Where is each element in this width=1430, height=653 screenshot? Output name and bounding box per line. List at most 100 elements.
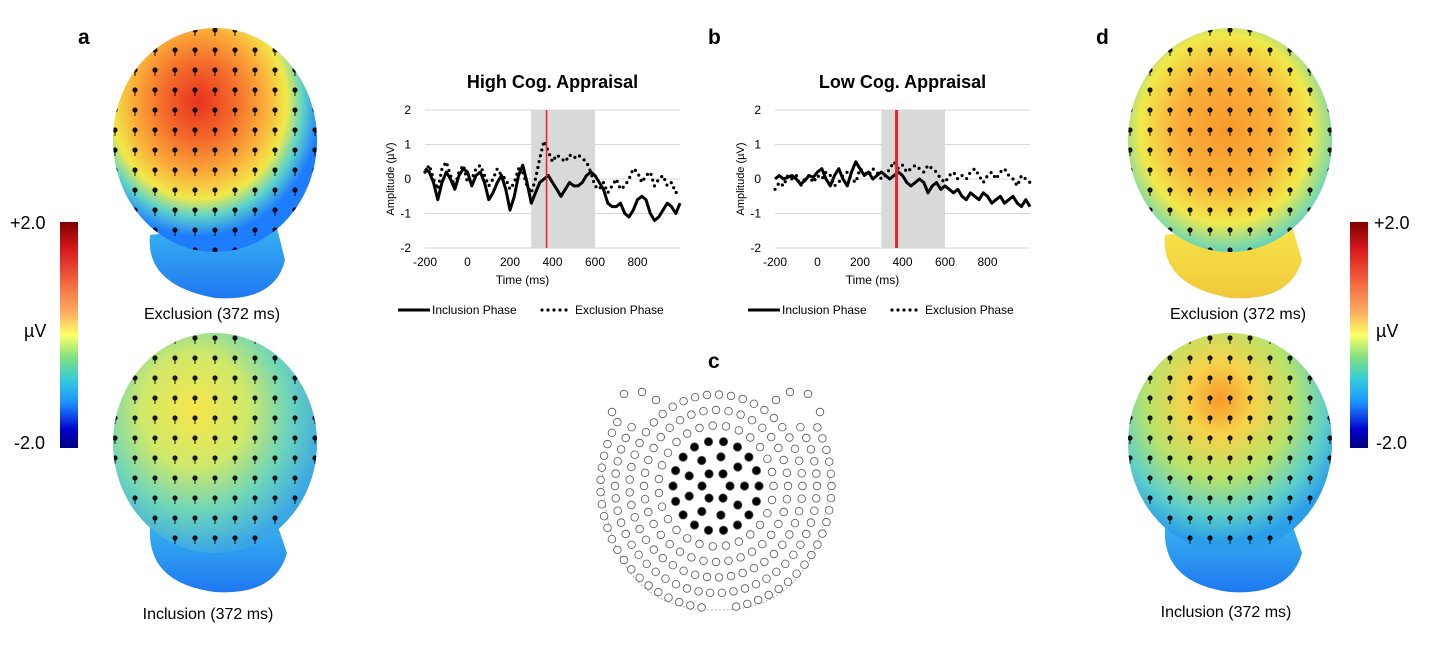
electrode [812, 469, 821, 478]
electrode [637, 387, 647, 397]
electrode [627, 565, 636, 574]
legend-label-inclusion: Inclusion Phase [782, 303, 867, 317]
electrode [783, 481, 793, 491]
electrode [790, 518, 800, 528]
electrode-selected [684, 471, 694, 481]
electrode [634, 550, 643, 559]
electrode [782, 494, 792, 504]
electrode-selected [704, 493, 714, 503]
electrode [813, 423, 822, 432]
x-tick-label: 200 [850, 255, 870, 269]
electrode-selected [703, 525, 714, 535]
electrode [714, 390, 724, 399]
electrode [699, 556, 708, 565]
electrode [665, 423, 674, 432]
electrode [658, 409, 667, 419]
electrode [683, 534, 692, 543]
electrode [774, 443, 783, 453]
electrode-selected [678, 452, 688, 462]
y-tick-label: 0 [404, 172, 411, 186]
electrode [726, 391, 736, 401]
electrode [621, 529, 630, 539]
electrode [721, 541, 731, 550]
electrode-selected [689, 520, 700, 530]
electrode [656, 432, 666, 442]
electrode [686, 601, 695, 610]
electrode [640, 494, 650, 504]
electrode [613, 506, 622, 515]
electrode [806, 445, 816, 454]
electrode [803, 389, 813, 399]
colorbar-right-unit: µV [1376, 321, 1399, 341]
electrode [603, 439, 612, 449]
electrode-selected [751, 496, 761, 507]
electrode [702, 390, 712, 400]
electrode [649, 418, 658, 427]
electrode [760, 557, 769, 567]
electrode [619, 555, 629, 565]
electrode [640, 468, 650, 477]
electrode-selected [671, 466, 681, 476]
electrode [625, 488, 634, 497]
electrode [778, 540, 787, 549]
electrode [625, 475, 634, 484]
electrode-selected [716, 452, 726, 462]
electrode [714, 573, 724, 582]
electrode [705, 588, 715, 597]
electrode [738, 568, 747, 578]
y-tick-label: 2 [404, 103, 411, 117]
electrode [758, 423, 767, 432]
electrode [695, 423, 704, 433]
electrode [651, 567, 660, 576]
electrode [818, 529, 827, 538]
y-tick-label: 2 [754, 103, 761, 117]
electrode [824, 506, 834, 515]
electrode [656, 530, 666, 540]
electrode [769, 549, 779, 559]
caption-right-inclusion: Inclusion (372 ms) [1160, 604, 1292, 621]
electrode [734, 537, 743, 546]
electrode [649, 545, 658, 554]
electrode [627, 423, 636, 432]
y-tick-label: 1 [404, 138, 411, 152]
electrode [697, 603, 706, 612]
x-tick-label: 800 [977, 255, 997, 269]
electrode [764, 590, 773, 600]
electrode [613, 417, 622, 427]
electrode [736, 410, 745, 419]
electrode [607, 534, 617, 544]
electrode [613, 457, 622, 466]
panel-label-a: a [78, 26, 90, 49]
electrode [663, 514, 673, 524]
electrode [627, 500, 636, 510]
electrode-selected [689, 442, 700, 452]
electrode [596, 475, 605, 485]
electrode [619, 389, 629, 399]
electrode [818, 434, 827, 443]
electrode [796, 423, 805, 432]
electrode [826, 493, 836, 503]
electrode [654, 587, 663, 597]
y-tick-label: -1 [400, 207, 411, 221]
electrode [794, 506, 804, 516]
electrode [738, 394, 747, 404]
electrode [668, 402, 677, 411]
electrode [760, 405, 769, 415]
electrode [671, 579, 681, 589]
electrode [597, 500, 606, 509]
electrode [813, 540, 822, 549]
panel-label-d: d [1096, 26, 1109, 49]
electrode [810, 457, 819, 466]
electrode-selected [668, 481, 678, 491]
electrode [616, 445, 626, 454]
electrode [751, 579, 761, 589]
electrode [767, 495, 777, 505]
electrode [763, 508, 772, 518]
electrode [766, 432, 776, 442]
electrode [779, 455, 788, 465]
x-tick-label: 0 [814, 255, 821, 269]
electrode [774, 584, 783, 594]
electrode [654, 488, 664, 498]
electrode [802, 529, 811, 539]
electrode [644, 455, 653, 465]
